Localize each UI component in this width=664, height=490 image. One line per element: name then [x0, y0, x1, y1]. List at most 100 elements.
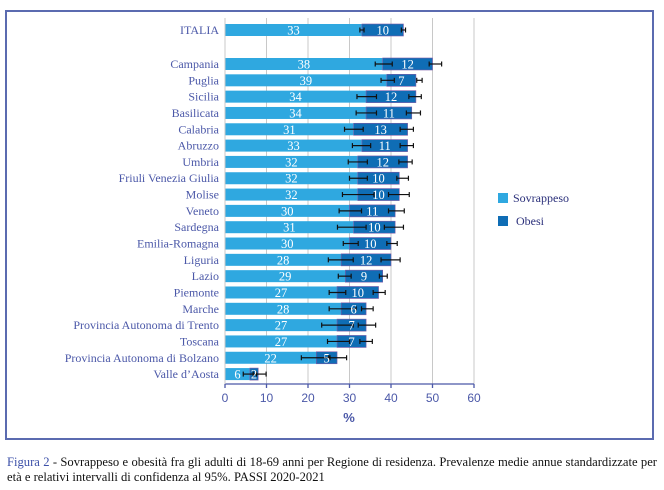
legend-swatch-obesi — [498, 216, 508, 226]
data-label-obesi-friuli-venezia-giulia: 10 — [372, 172, 385, 186]
error-bar-sovrappeso-emilia-romagna — [342, 241, 359, 247]
error-bar-obesi-lazio — [378, 273, 388, 279]
error-bar-obesi-liguria — [380, 257, 401, 263]
error-bar-obesi-puglia — [416, 77, 423, 83]
data-label-sovrappeso-sardegna: 31 — [283, 221, 296, 235]
data-label-obesi-provincia-autonoma-di-bolzano: 5 — [324, 351, 330, 365]
bar-sovrappeso-provincia-autonoma-di-trento — [225, 319, 338, 332]
bar-sovrappeso-campania — [225, 58, 383, 70]
error-bar-sovrappeso-basilicata — [355, 110, 378, 116]
error-bar-obesi-sicilia — [408, 94, 422, 100]
bar-sovrappeso-emilia-romagna — [225, 237, 350, 250]
bar-sovrappeso-sardegna — [225, 221, 354, 234]
bar-sovrappeso-liguria — [225, 253, 342, 266]
category-label-campania: Campania — [170, 57, 219, 71]
bar-sovrappeso-calabria — [225, 123, 354, 136]
data-label-sovrappeso-basilicata: 34 — [289, 106, 302, 120]
category-label-valle-d-aosta: Valle d’Aosta — [153, 367, 219, 381]
caption-text: - Sovrappeso e obesità fra gli adulti di… — [7, 455, 657, 484]
data-label-obesi-molise: 10 — [372, 188, 385, 202]
category-label-veneto: Veneto — [186, 204, 219, 218]
error-bar-obesi-marche — [360, 306, 374, 312]
data-label-obesi-piemonte: 10 — [352, 286, 365, 300]
x-tick-label-20: 20 — [301, 391, 315, 405]
x-tick-label-0: 0 — [222, 391, 229, 405]
data-label-obesi-sardegna: 10 — [368, 221, 381, 235]
x-tick-label-60: 60 — [467, 391, 481, 405]
data-label-obesi-sicilia: 12 — [385, 90, 398, 104]
data-label-sovrappeso-italia: 33 — [287, 24, 300, 38]
data-label-sovrappeso-calabria: 31 — [283, 123, 296, 137]
bar-sovrappeso-piemonte — [225, 286, 338, 299]
data-label-obesi-lazio: 9 — [361, 270, 367, 284]
error-bar-sovrappeso-sicilia — [356, 94, 378, 100]
error-bar-obesi-valle-d-aosta — [252, 371, 267, 377]
data-labels: 33 10 38 12 39 7 34 12 34 11 31 13 33 11 32 12 32 10 32 10 3… — [234, 24, 414, 382]
error-bar-sovrappeso-provincia-autonoma-di-trento — [321, 322, 354, 328]
bar-sovrappeso-basilicata — [225, 106, 367, 119]
legend: Sovrappeso Obesi — [498, 191, 569, 228]
error-bars — [242, 27, 443, 377]
figure-frame — [5, 10, 654, 440]
x-tick-label-50: 50 — [426, 391, 440, 405]
category-label-toscana: Toscana — [180, 334, 220, 348]
data-label-sovrappeso-molise: 32 — [285, 188, 298, 202]
data-label-obesi-abruzzo: 11 — [379, 139, 391, 153]
bar-sovrappeso-valle-d-aosta — [225, 368, 250, 381]
data-label-obesi-marche: 6 — [351, 302, 357, 316]
error-bar-sovrappeso-marche — [328, 306, 357, 312]
bar-sovrappeso-molise — [225, 188, 358, 201]
error-bar-obesi-molise — [387, 192, 410, 198]
bar-sovrappeso-umbria — [225, 155, 358, 168]
category-label-sicilia: Sicilia — [188, 90, 219, 104]
data-label-sovrappeso-lazio: 29 — [279, 270, 292, 284]
category-label-lazio: Lazio — [192, 269, 219, 283]
error-bar-sovrappeso-puglia — [380, 77, 395, 83]
error-bar-obesi-sardegna — [383, 224, 405, 230]
error-bar-obesi-abruzzo — [399, 143, 415, 149]
error-bar-obesi-basilicata — [405, 110, 422, 116]
data-label-sovrappeso-abruzzo: 33 — [287, 139, 300, 153]
x-axis-label: % — [343, 410, 355, 425]
data-label-sovrappeso-veneto: 30 — [281, 204, 294, 218]
bar-sovrappeso-friuli-venezia-giulia — [225, 172, 358, 185]
bar-sovrappeso-veneto — [225, 204, 350, 217]
error-bar-obesi-italia — [400, 27, 407, 33]
data-label-obesi-italia: 10 — [376, 24, 389, 38]
error-bar-sovrappeso-campania — [374, 61, 393, 67]
error-bar-sovrappeso-calabria — [343, 126, 364, 132]
error-bar-obesi-provincia-autonoma-di-bolzano — [328, 355, 348, 361]
error-bar-sovrappeso-umbria — [347, 159, 368, 165]
data-label-obesi-toscana: 7 — [348, 335, 354, 349]
error-bar-sovrappeso-sardegna — [336, 224, 367, 230]
bar-sovrappeso-marche — [225, 302, 342, 315]
x-tick-label-40: 40 — [384, 391, 398, 405]
error-bar-sovrappeso-piemonte — [328, 289, 347, 295]
data-label-obesi-emilia-romagna: 10 — [364, 237, 377, 251]
category-label-molise: Molise — [186, 188, 219, 202]
data-label-sovrappeso-puglia: 39 — [300, 74, 313, 88]
error-bar-sovrappeso-veneto — [338, 208, 363, 214]
bars — [225, 23, 433, 381]
data-label-sovrappeso-valle-d-aosta: 6 — [234, 368, 240, 382]
category-labels: ITALIA Campania Puglia Sicilia Basilicata Cal… — [65, 23, 220, 381]
error-bar-obesi-campania — [428, 61, 443, 67]
error-bar-sovrappeso-toscana — [326, 338, 351, 344]
category-label-umbria: Umbria — [182, 155, 219, 169]
bar-sovrappeso-provincia-autonoma-di-bolzano — [225, 351, 317, 364]
bar-sovrappeso-toscana — [225, 335, 338, 348]
category-label-puglia: Puglia — [188, 73, 219, 87]
data-label-sovrappeso-sicilia: 34 — [289, 90, 302, 104]
error-bar-obesi-piemonte — [372, 289, 386, 295]
error-bar-sovrappeso-molise — [341, 192, 375, 198]
error-bar-obesi-umbria — [398, 159, 413, 165]
data-label-sovrappeso-piemonte: 27 — [275, 286, 288, 300]
category-label-piemonte: Piemonte — [174, 285, 219, 299]
data-label-obesi-veneto: 11 — [366, 204, 378, 218]
category-label-sardegna: Sardegna — [174, 220, 219, 234]
error-bar-obesi-friuli-venezia-giulia — [396, 175, 410, 181]
data-label-sovrappeso-provincia-autonoma-di-trento: 27 — [275, 319, 288, 333]
category-label-calabria: Calabria — [178, 122, 219, 136]
bar-sovrappeso-lazio — [225, 270, 346, 283]
bar-sovrappeso-puglia — [225, 74, 387, 87]
